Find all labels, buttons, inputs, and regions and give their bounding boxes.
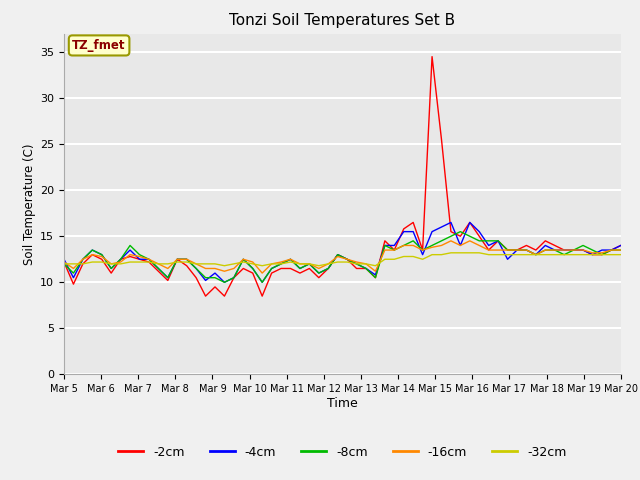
X-axis label: Time: Time [327,397,358,410]
Title: Tonzi Soil Temperatures Set B: Tonzi Soil Temperatures Set B [229,13,456,28]
Legend: -2cm, -4cm, -8cm, -16cm, -32cm: -2cm, -4cm, -8cm, -16cm, -32cm [113,441,572,464]
Y-axis label: Soil Temperature (C): Soil Temperature (C) [23,143,36,265]
Text: TZ_fmet: TZ_fmet [72,39,126,52]
